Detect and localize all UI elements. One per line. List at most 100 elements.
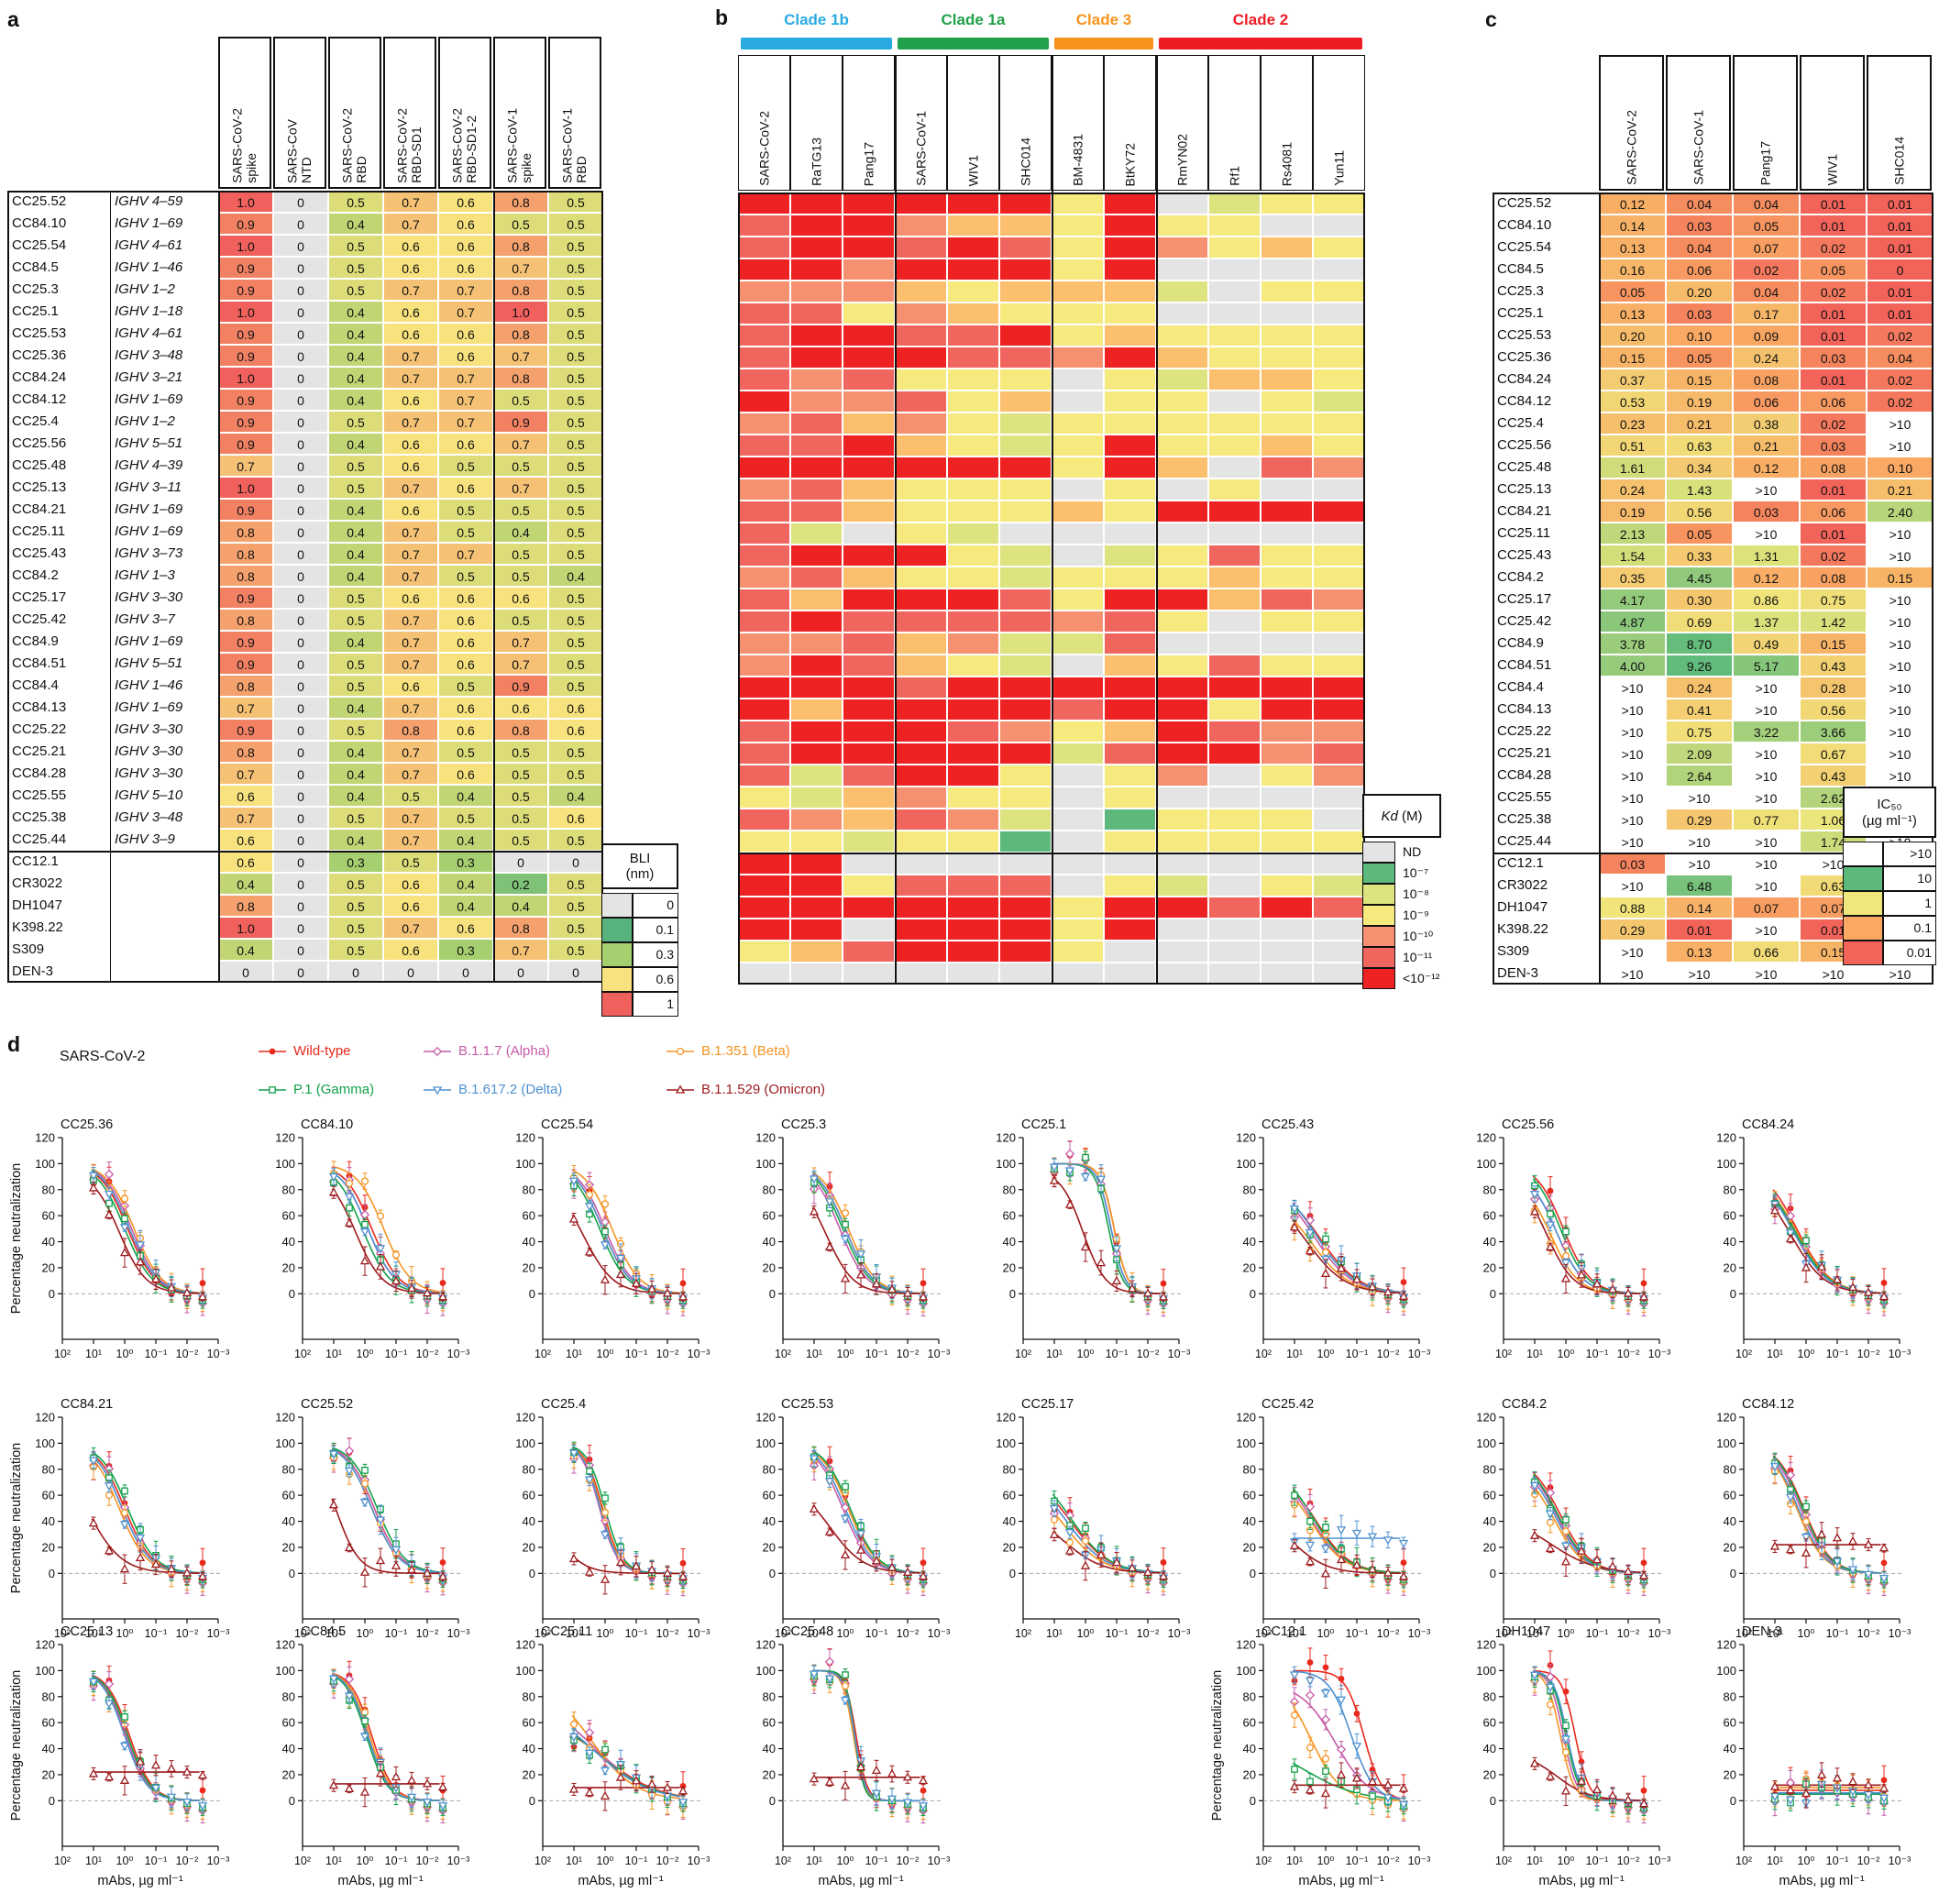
svg-text:10⁰: 10⁰ xyxy=(1558,1627,1575,1640)
svg-text:10⁻²: 10⁻² xyxy=(1137,1348,1160,1360)
bli-cell: 0.5 xyxy=(548,345,603,367)
bli-cell: 0.6 xyxy=(493,697,548,719)
kd-heatmap-cell xyxy=(843,237,895,259)
bli-cell: 0.5 xyxy=(548,191,603,213)
ic50-cell: 0.08 xyxy=(1800,567,1867,589)
row-name: CC25.11 xyxy=(12,523,66,539)
column-header: WIV1 xyxy=(1800,55,1865,191)
svg-text:120: 120 xyxy=(1476,1411,1496,1425)
bli-cell: 0.8 xyxy=(218,895,273,917)
bli-cell: 0.9 xyxy=(218,719,273,741)
svg-text:10⁻¹: 10⁻¹ xyxy=(385,1854,408,1867)
bli-cell: 0.5 xyxy=(438,675,493,697)
svg-text:10⁻¹: 10⁻¹ xyxy=(145,1854,168,1867)
kd-heatmap-cell xyxy=(895,523,947,545)
kd-heatmap-cell xyxy=(1156,457,1208,479)
bli-cell: 0.8 xyxy=(218,609,273,631)
neutralization-chart: 0 20 40 60 80 100 120 10² 10¹ 10⁰ 10⁻¹ 10⁻² 10⁻³ CC25… xyxy=(1476,1117,1670,1360)
svg-text:0: 0 xyxy=(49,1794,55,1808)
kd-heatmap-cell xyxy=(895,347,947,369)
kd-heatmap-cell xyxy=(895,853,947,875)
ic50-cell: 0.13 xyxy=(1666,941,1733,963)
bli-cell: 0.4 xyxy=(328,345,383,367)
row-name: CC25.38 xyxy=(1497,811,1552,827)
bli-cell: 0 xyxy=(383,961,438,983)
kd-heatmap-cell xyxy=(738,963,790,985)
column-header: SARS-CoV-2 xyxy=(1599,55,1664,191)
bli-cell: 0.5 xyxy=(328,587,383,609)
column-header-label: Pang17 xyxy=(1757,140,1772,185)
ic50-cell: 0.49 xyxy=(1733,633,1800,655)
ic50-cell: 5.17 xyxy=(1733,655,1800,677)
kd-heatmap-cell xyxy=(1156,919,1208,941)
kd-heatmap-cell xyxy=(1261,435,1313,457)
ic50-cell: >10 xyxy=(1867,611,1933,633)
kd-heatmap-cell xyxy=(1104,391,1156,413)
svg-text:10¹: 10¹ xyxy=(1526,1627,1543,1640)
kd-heatmap-cell xyxy=(738,721,790,743)
svg-text:0: 0 xyxy=(529,1287,535,1301)
column-header: RaTG13 xyxy=(790,55,843,191)
ic50-cell: 3.22 xyxy=(1733,721,1800,743)
bli-cell: 0.5 xyxy=(493,389,548,411)
bli-cell: 0.7 xyxy=(493,433,548,455)
kd-heatmap-cell xyxy=(1208,281,1261,303)
bli-cell: 0.7 xyxy=(218,763,273,785)
kd-legend-swatch xyxy=(1362,968,1395,989)
kd-heatmap-cell xyxy=(1208,809,1261,831)
kd-heatmap-cell xyxy=(999,765,1052,787)
kd-heatmap-cell xyxy=(1156,347,1208,369)
svg-text:80: 80 xyxy=(282,1183,295,1196)
svg-text:10⁻¹: 10⁻¹ xyxy=(1826,1627,1849,1640)
bli-cell: 0.6 xyxy=(548,719,603,741)
kd-heatmap-cell xyxy=(1104,633,1156,655)
ic50-cell: 0.77 xyxy=(1733,809,1800,831)
bli-cell: 1.0 xyxy=(218,235,273,257)
kd-heatmap-cell xyxy=(999,919,1052,941)
row-name: CR3022 xyxy=(12,875,63,891)
kd-heatmap-cell xyxy=(1313,655,1365,677)
row-gene: IGHV 1–46 xyxy=(115,677,183,693)
row-gene: IGHV 3–7 xyxy=(115,611,175,627)
svg-text:10⁻³: 10⁻³ xyxy=(1889,1627,1911,1640)
kd-heatmap-cell xyxy=(843,765,895,787)
bli-cell: 1.0 xyxy=(218,367,273,389)
bli-cell: 0.5 xyxy=(328,895,383,917)
bli-cell: 0.4 xyxy=(328,433,383,455)
svg-text:60: 60 xyxy=(282,1716,295,1730)
ic50-cell: 0.03 xyxy=(1599,853,1666,875)
row-name: CC84.9 xyxy=(1497,635,1544,651)
clade-label: Clade 2 xyxy=(1232,11,1289,28)
bli-cell: 0.5 xyxy=(328,939,383,961)
svg-text:120: 120 xyxy=(515,1131,535,1145)
variant-legend-label: B.1.351 (Beta) xyxy=(701,1043,790,1059)
bli-cell: 0.5 xyxy=(548,323,603,345)
bli-cell: 0.2 xyxy=(493,873,548,895)
ic50-cell: >10 xyxy=(1867,963,1933,985)
kd-legend-value: 10⁻¹⁰ xyxy=(1403,929,1434,943)
svg-text:100: 100 xyxy=(755,1664,776,1678)
clade-label: Clade 1b xyxy=(784,11,849,28)
kd-heatmap-cell xyxy=(1261,589,1313,611)
bli-cell: 0.4 xyxy=(328,213,383,235)
kd-heatmap-cell xyxy=(947,699,999,721)
kd-heatmap-cell xyxy=(1104,567,1156,589)
bli-cell: 0 xyxy=(493,851,548,873)
svg-text:100: 100 xyxy=(515,1436,535,1450)
row-gene: IGHV 4–59 xyxy=(115,193,183,209)
svg-text:CC25.3: CC25.3 xyxy=(781,1117,826,1132)
kd-heatmap-cell xyxy=(790,303,843,325)
svg-text:20: 20 xyxy=(523,1767,535,1781)
kd-heatmap-cell xyxy=(895,787,947,809)
kd-heatmap-cell xyxy=(1208,435,1261,457)
svg-text:0: 0 xyxy=(1009,1287,1016,1301)
neutralization-chart: 0 20 40 60 80 100 120 10² 10¹ 10⁰ 10⁻¹ 10⁻² 10⁻³ CC25… xyxy=(755,1117,950,1360)
kd-heatmap-cell xyxy=(1313,787,1365,809)
bli-cell: 1.0 xyxy=(218,191,273,213)
ic50-cell: 0.01 xyxy=(1800,215,1867,237)
svg-text:120: 120 xyxy=(35,1411,55,1425)
svg-text:20: 20 xyxy=(1003,1540,1016,1554)
kd-heatmap-cell xyxy=(1208,237,1261,259)
kd-heatmap-cell xyxy=(1313,897,1365,919)
kd-heatmap-cell xyxy=(1156,325,1208,347)
